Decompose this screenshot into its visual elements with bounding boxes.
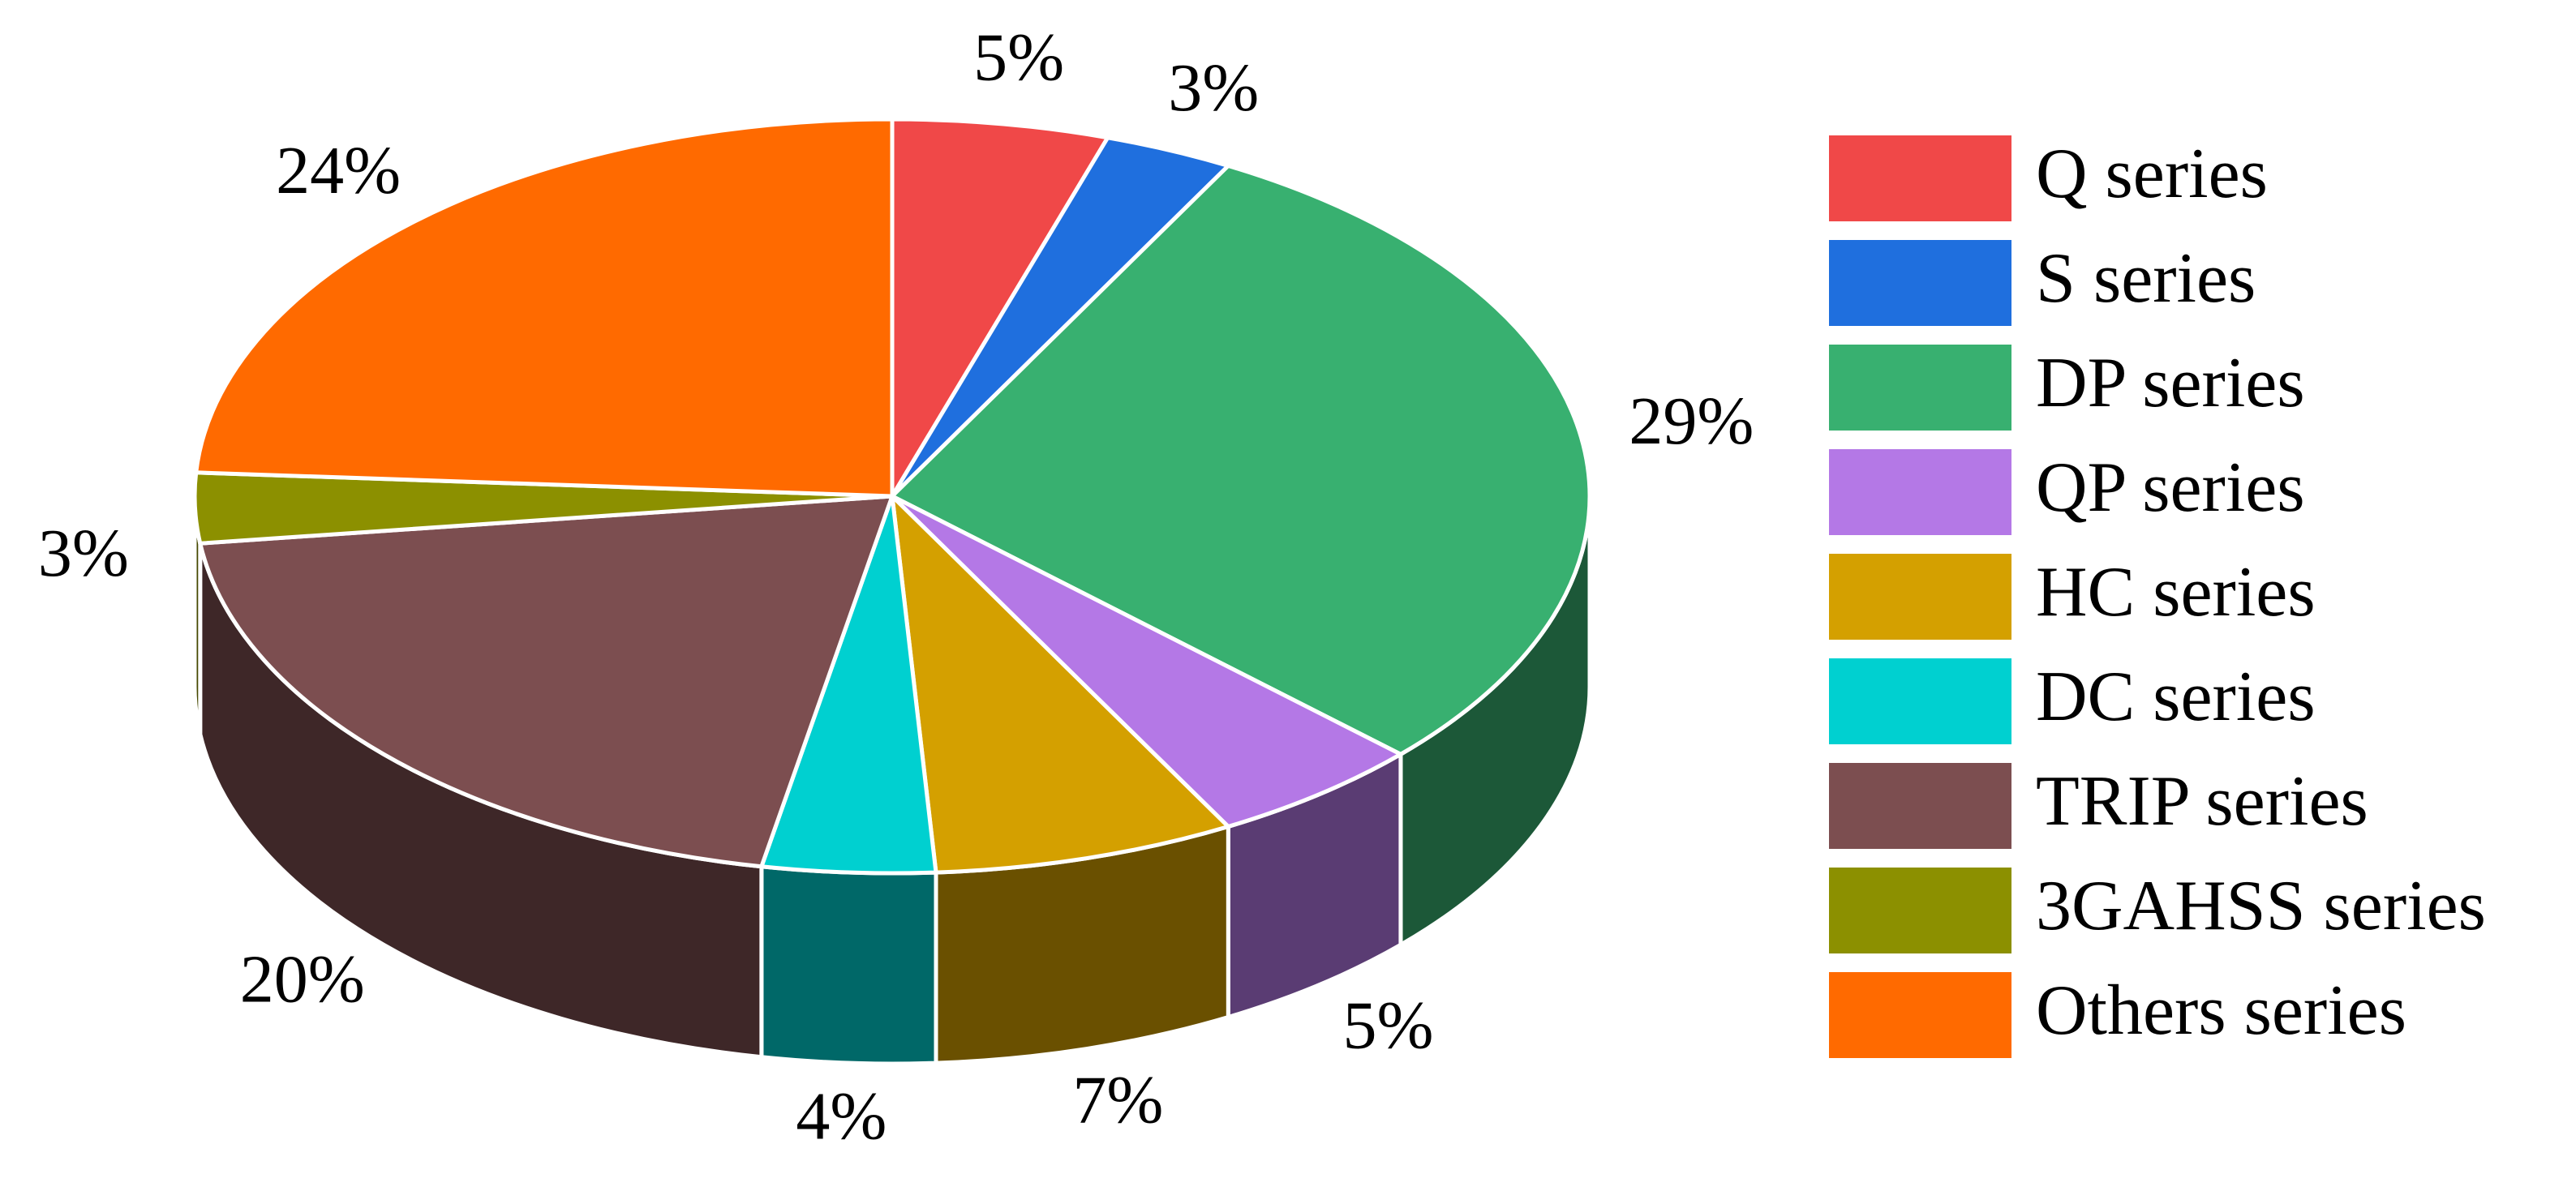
legend-swatch — [1829, 763, 2011, 849]
data-label: 7% — [1072, 1062, 1163, 1138]
data-label: 5% — [973, 20, 1064, 96]
legend-swatch — [1829, 868, 2011, 953]
slice-side — [759, 863, 938, 1066]
slice — [758, 495, 938, 876]
legend-label: 3GAHSS series — [2036, 867, 2486, 945]
data-label: 3% — [1168, 50, 1259, 126]
legend-label: TRIP series — [2036, 762, 2368, 841]
slice-tops — [192, 117, 1592, 876]
slice — [889, 491, 1233, 875]
legend-label: QP series — [2036, 448, 2305, 527]
slice — [193, 117, 895, 499]
legend-swatch — [1829, 345, 2011, 431]
legend-swatch — [1829, 449, 2011, 535]
legend-swatch — [1829, 240, 2011, 326]
slice — [891, 494, 1406, 829]
legend-label: DP series — [2036, 344, 2305, 422]
legend-label: Others series — [2036, 971, 2406, 1050]
legend-label: Q series — [2036, 135, 2268, 213]
legend-swatch — [1829, 972, 2011, 1058]
data-label: 29% — [1629, 383, 1754, 459]
slice — [197, 494, 895, 869]
data-label: 4% — [796, 1079, 887, 1155]
legend-swatch — [1829, 135, 2011, 221]
legend-label: HC series — [2036, 553, 2316, 632]
data-label: 20% — [240, 942, 365, 1018]
data-label: 5% — [1342, 988, 1433, 1063]
data-label: 24% — [276, 133, 401, 208]
legend-label: S series — [2036, 239, 2256, 318]
slice — [890, 117, 1111, 504]
legend-label: DC series — [2036, 658, 2316, 736]
slice — [888, 163, 1592, 757]
legend-swatch — [1829, 554, 2011, 640]
legend-swatch — [1829, 658, 2011, 744]
data-label: 3% — [38, 516, 129, 591]
